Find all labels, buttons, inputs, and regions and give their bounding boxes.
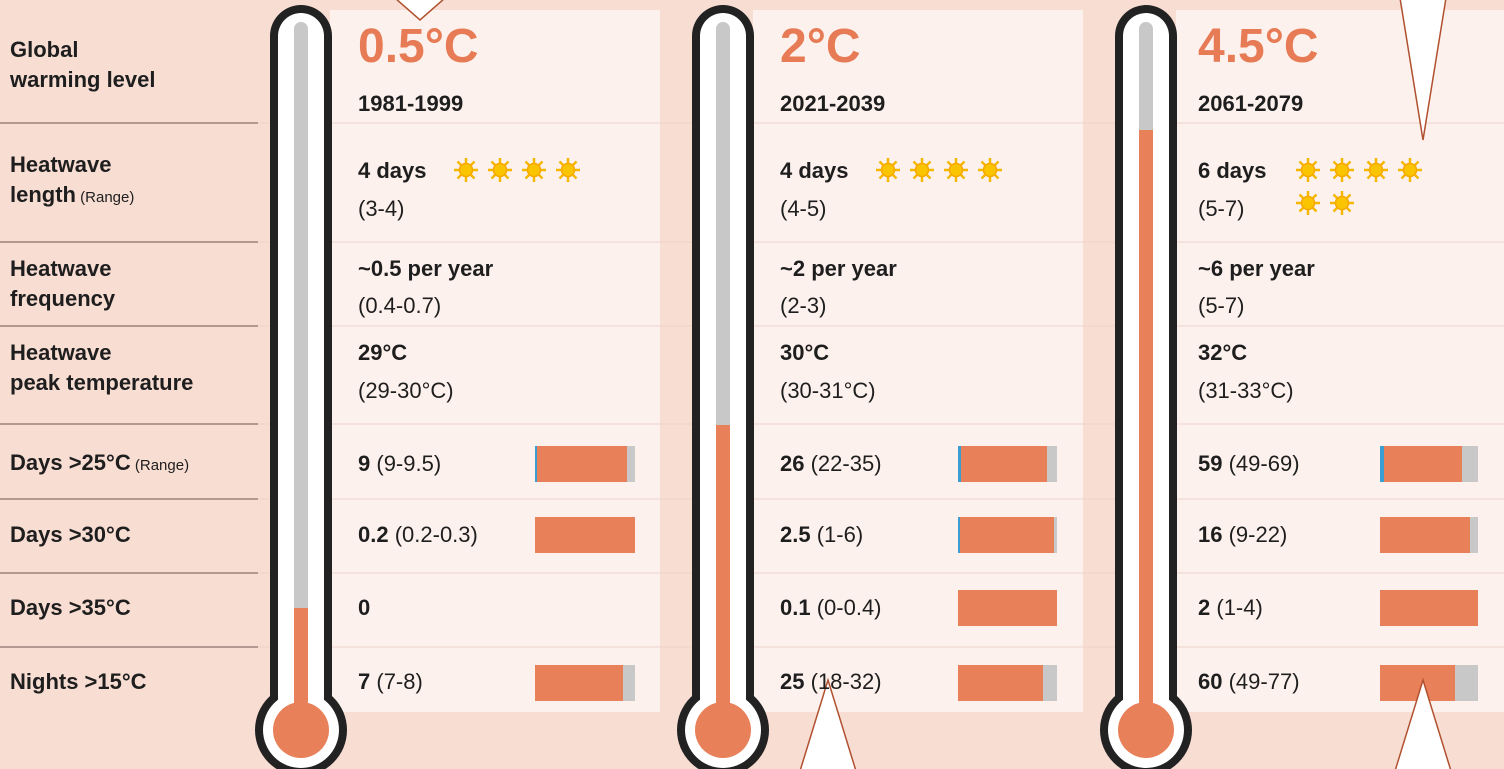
heatwave-length-range: (4-5): [780, 196, 827, 221]
row-label: Heatwave: [10, 340, 112, 365]
heatwave-length: 4 days: [358, 158, 427, 183]
days30-range: (1-6): [810, 522, 864, 547]
thermometer: [677, 5, 769, 769]
row-label: Heatwave: [10, 152, 112, 177]
period: 1981-1999: [358, 91, 464, 116]
row-label: Nights >15°C: [10, 669, 147, 694]
heatwave-length: 6 days: [1198, 158, 1267, 183]
row-label: length (Range): [10, 182, 135, 207]
row-label: Days >35°C: [10, 595, 131, 620]
heatwave-frequency-range: (2-3): [780, 293, 827, 318]
thermometer: [255, 5, 347, 769]
days25-range: (22-35): [804, 451, 882, 476]
warming-level: 0.5°C: [358, 20, 479, 73]
nights15: 60 (49-77): [1198, 669, 1300, 694]
row-label: warming level: [10, 67, 156, 92]
nights15-range: (18-32): [804, 669, 882, 694]
heatwave-frequency: ~6 per year: [1198, 256, 1315, 281]
days30-range: (0.2-0.3): [388, 522, 478, 547]
thermometer: [1100, 5, 1192, 769]
row-lines: [0, 122, 258, 648]
peak-temperature-range: (29-30°C): [358, 378, 454, 403]
heatwave-frequency-range: (5-7): [1198, 293, 1245, 318]
period: 2061-2079: [1198, 91, 1304, 116]
days30: 16 (9-22): [1198, 522, 1288, 547]
row-label: peak temperature: [10, 370, 194, 395]
nights15: 7 (7-8): [358, 669, 423, 694]
pointers: [396, 0, 1452, 769]
row-label-note: (Range): [130, 457, 190, 474]
heatwave-frequency: ~0.5 per year: [358, 256, 494, 281]
days35-range: (1-4): [1210, 595, 1263, 620]
days25-range: (9-9.5): [370, 451, 442, 476]
days25: 26 (22-35): [780, 451, 882, 476]
warming-level: 4.5°C: [1198, 20, 1319, 73]
panel-lines: [258, 122, 1504, 648]
period: 2021-2039: [780, 91, 886, 116]
peak-temperature: 32°C: [1198, 340, 1248, 365]
peak-temperature: 30°C: [780, 340, 830, 365]
days30: 2.5 (1-6): [780, 522, 864, 547]
row-label-note: (Range): [76, 189, 135, 206]
days35: 0: [358, 595, 371, 620]
days25: 59 (49-69): [1198, 451, 1300, 476]
nights15: 25 (18-32): [780, 669, 882, 694]
warming-level: 2°C: [780, 20, 861, 73]
mini-bars: [535, 446, 1478, 701]
heatwave-length-range: (3-4): [358, 196, 405, 221]
row-label: Heatwave: [10, 256, 112, 281]
days35: 0.1 (0-0.4): [780, 595, 882, 620]
panel: [330, 10, 660, 712]
row-label: Days >30°C: [10, 522, 131, 547]
days30-range: (9-22): [1222, 522, 1288, 547]
row-label: Days >25°C (Range): [10, 450, 190, 475]
peak-temperature-range: (31-33°C): [1198, 378, 1294, 403]
peak-temperature: 29°C: [358, 340, 408, 365]
days30: 0.2 (0.2-0.3): [358, 522, 478, 547]
heatwave-frequency-range: (0.4-0.7): [358, 293, 442, 318]
days35-range: (0-0.4): [810, 595, 882, 620]
heatwave-length-range: (5-7): [1198, 196, 1245, 221]
row-label: frequency: [10, 286, 116, 311]
days35: 2 (1-4): [1198, 595, 1263, 620]
nights15-range: (49-77): [1222, 669, 1300, 694]
peak-temperature-range: (30-31°C): [780, 378, 876, 403]
heatwave-length: 4 days: [780, 158, 849, 183]
days25: 9 (9-9.5): [358, 451, 442, 476]
row-label: Global: [10, 37, 79, 62]
heatwave-frequency: ~2 per year: [780, 256, 897, 281]
days25-range: (49-69): [1222, 451, 1300, 476]
nights15-range: (7-8): [370, 669, 423, 694]
